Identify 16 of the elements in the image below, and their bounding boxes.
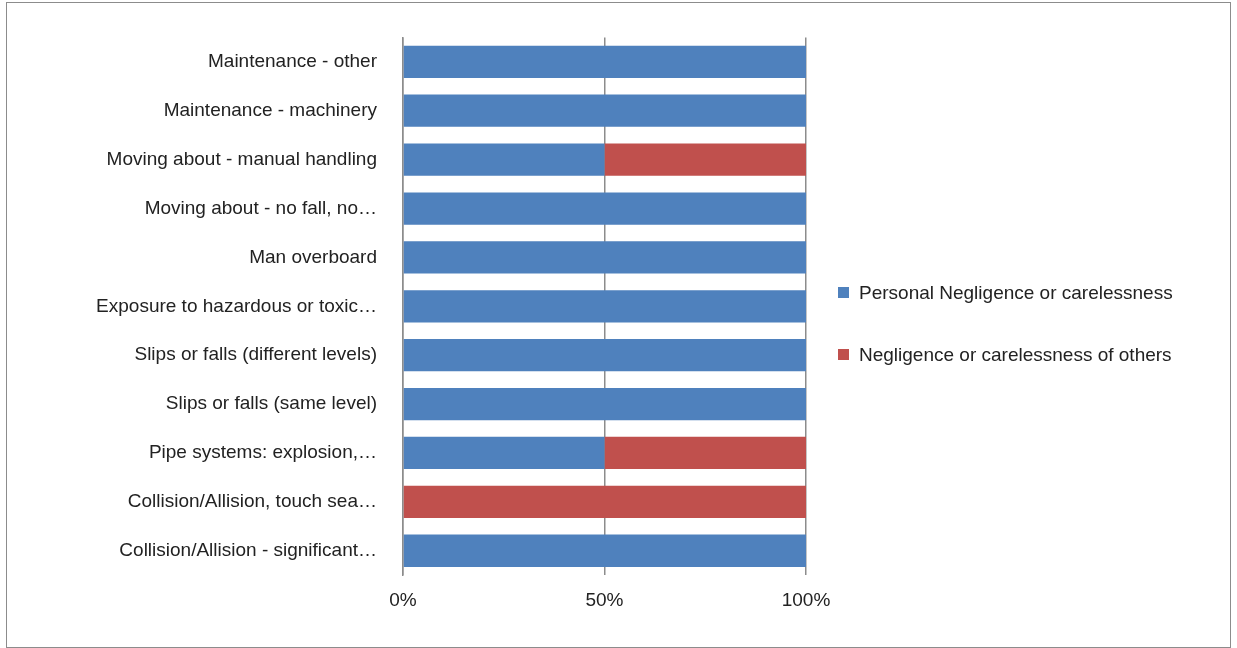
x-tick-label: 50% [585,588,624,610]
y-tick-label: Man overboard [249,245,377,267]
x-tick-label: 0% [389,588,417,610]
y-tick-label: Maintenance - other [208,50,378,72]
y-tick-label: Slips or falls (same level) [165,392,377,414]
y-tick-label: Pipe systems: explosion,… [148,441,377,463]
y-tick-label: Slips or falls (different levels) [134,343,377,365]
y-tick-label: Collision/Allision - significant… [119,538,377,560]
y-tick-label: Collision/Allision, touch sea… [127,490,377,512]
y-tick-label: Moving about - manual handling [106,147,377,169]
legend-label: Personal Negligence or carelessness [859,282,1173,304]
y-tick-label: Moving about - no fall, no… [144,196,377,218]
y-tick-label: Exposure to hazardous or toxic… [96,294,377,316]
y-tick-label: Maintenance - machinery [163,98,378,120]
x-tick-label: 100% [781,588,831,610]
legend-label: Negligence or carelessness of others [859,344,1172,366]
